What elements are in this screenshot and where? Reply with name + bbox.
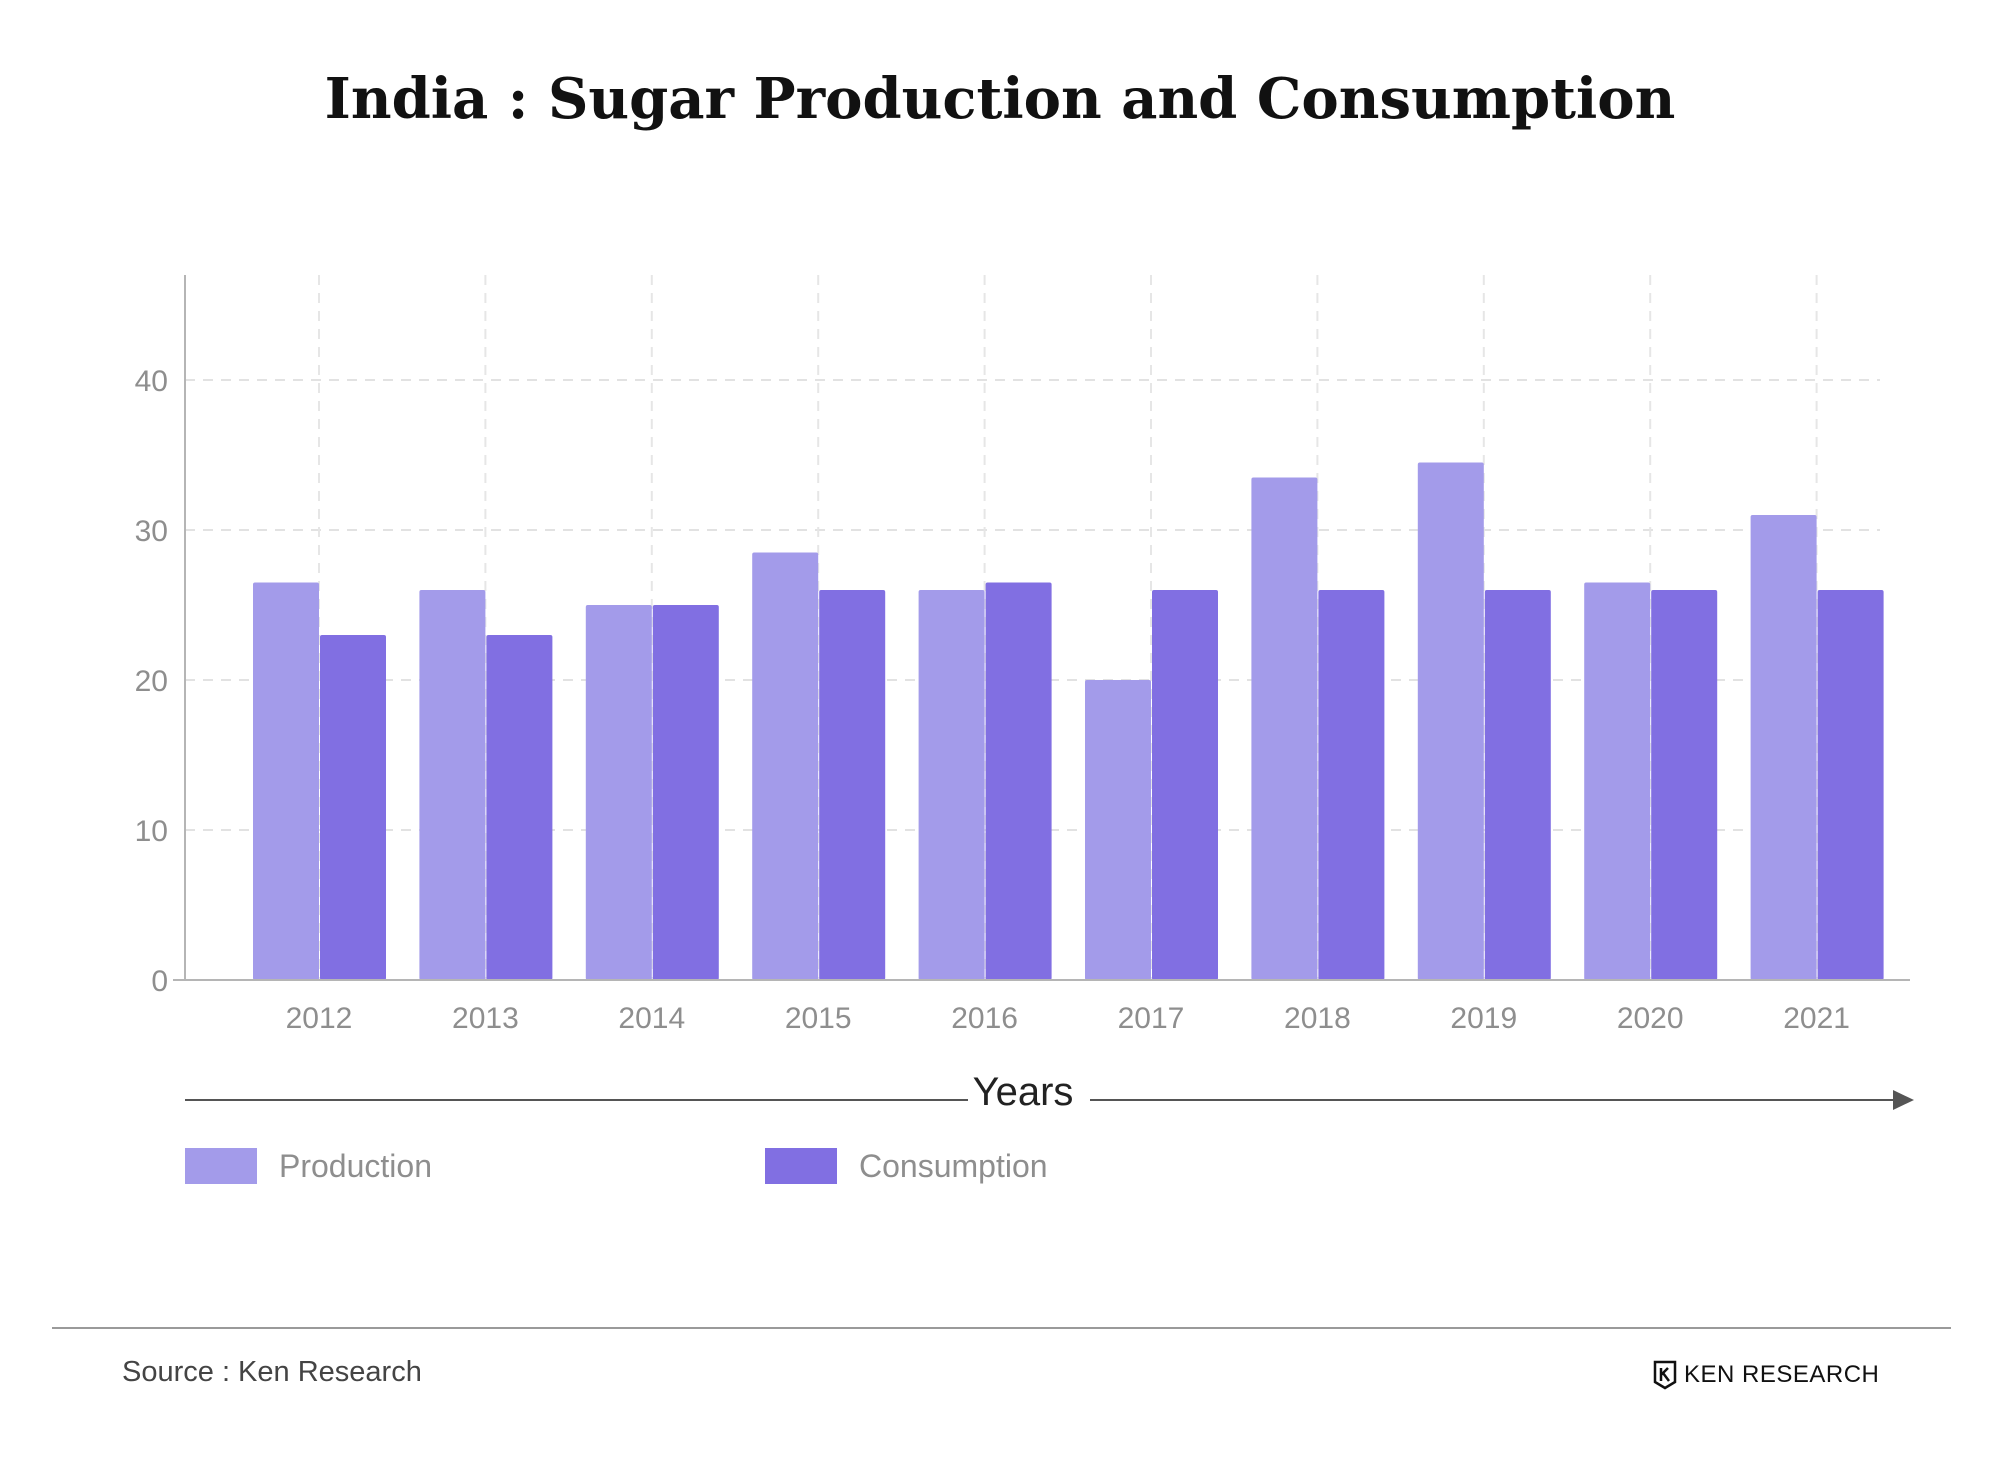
brand-name: KEN RESEARCH xyxy=(1684,1361,1880,1388)
bar-production-2017 xyxy=(1085,680,1151,980)
arrow-head-icon xyxy=(1893,1090,1914,1110)
legend-label-production: Production xyxy=(279,1147,432,1184)
legend-item-production: Production xyxy=(185,1148,432,1184)
bar-production-2015 xyxy=(752,552,819,980)
x-tick-label: 2014 xyxy=(618,1002,685,1035)
footer-divider xyxy=(52,1327,1951,1329)
y-tick-label: 10 xyxy=(135,815,168,848)
y-tick-label: 20 xyxy=(135,665,168,698)
x-tick-label: 2020 xyxy=(1617,1002,1684,1035)
bar-production-2018 xyxy=(1251,477,1318,980)
source-text: Source : Ken Research xyxy=(122,1356,422,1388)
x-tick-label: 2013 xyxy=(452,1002,519,1035)
bar-production-2019 xyxy=(1417,462,1484,980)
bar-consumption-2021 xyxy=(1817,590,1884,980)
bars xyxy=(253,462,1884,980)
bar-production-2013 xyxy=(419,590,486,980)
legend-swatch-consumption xyxy=(765,1148,837,1184)
bar-consumption-2019 xyxy=(1484,590,1551,980)
x-tick-label: 2017 xyxy=(1118,1002,1185,1035)
x-tick-label: 2018 xyxy=(1284,1002,1351,1035)
x-tick-label: 2012 xyxy=(286,1002,353,1035)
axes xyxy=(173,275,1910,981)
tick-labels: 0 10 20 30 40 2012 2013 2014 2015 2016 2017 2018 201… xyxy=(135,365,1850,1035)
x-tick-label: 2019 xyxy=(1450,1002,1517,1035)
legend-swatch-production xyxy=(185,1148,257,1184)
x-axis-arrow xyxy=(185,1090,1914,1110)
bar-consumption-2013 xyxy=(486,635,553,980)
bar-consumption-2017 xyxy=(1152,590,1218,980)
x-tick-label: 2016 xyxy=(951,1002,1018,1035)
bar-production-2012 xyxy=(253,582,319,980)
bar-consumption-2016 xyxy=(985,582,1052,980)
bar-consumption-2012 xyxy=(320,635,386,980)
ken-research-logo-icon xyxy=(1653,1360,1677,1390)
y-tick-label: 30 xyxy=(135,515,168,548)
bar-production-2014 xyxy=(585,605,652,980)
legend-item-consumption: Consumption xyxy=(765,1148,1048,1184)
bar-consumption-2014 xyxy=(652,605,719,980)
bar-production-2021 xyxy=(1750,515,1817,980)
bar-consumption-2015 xyxy=(819,590,886,980)
y-tick-label: 0 xyxy=(151,965,168,998)
bar-consumption-2018 xyxy=(1318,590,1385,980)
bar-consumption-2020 xyxy=(1651,590,1718,980)
y-tick-label: 40 xyxy=(135,365,168,398)
legend-label-consumption: Consumption xyxy=(859,1147,1048,1184)
x-tick-label: 2021 xyxy=(1783,1002,1850,1035)
x-axis-title: Years xyxy=(972,1070,1074,1114)
x-tick-label: 2015 xyxy=(785,1002,852,1035)
brand-logo: KEN RESEARCH xyxy=(1652,1360,1879,1390)
chart-title: India : Sugar Production and Consumption xyxy=(324,66,1676,132)
bar-production-2020 xyxy=(1584,582,1651,980)
bar-production-2016 xyxy=(918,590,985,980)
